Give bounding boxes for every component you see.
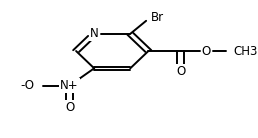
Text: N: N: [90, 27, 99, 40]
Text: O: O: [65, 101, 74, 114]
Text: CH3: CH3: [233, 45, 258, 58]
Text: O: O: [176, 65, 185, 78]
Text: N+: N+: [60, 79, 79, 92]
Text: Br: Br: [151, 11, 164, 24]
Text: O: O: [202, 45, 211, 58]
Text: -O: -O: [21, 79, 35, 92]
